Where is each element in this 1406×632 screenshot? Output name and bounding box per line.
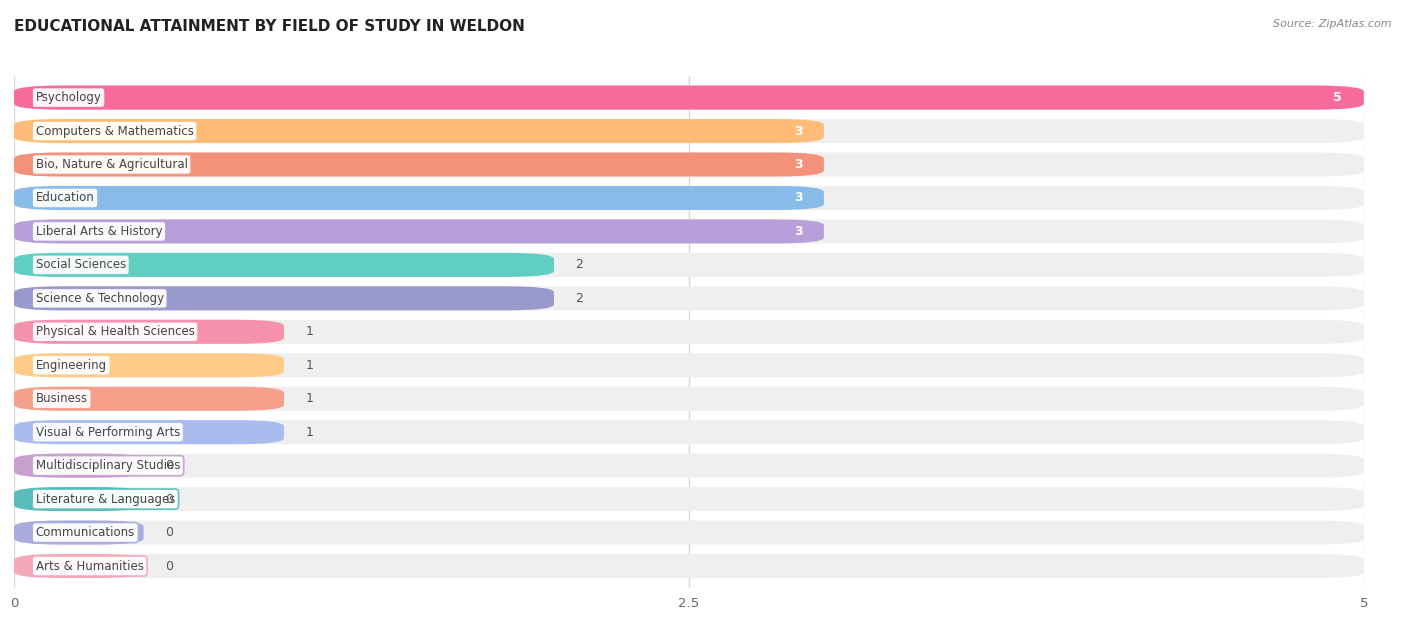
Text: Liberal Arts & History: Liberal Arts & History — [35, 225, 162, 238]
FancyBboxPatch shape — [14, 219, 1364, 243]
FancyBboxPatch shape — [14, 253, 554, 277]
FancyBboxPatch shape — [14, 353, 284, 377]
FancyBboxPatch shape — [14, 152, 1364, 176]
Text: Literature & Languages: Literature & Languages — [35, 492, 174, 506]
Text: Engineering: Engineering — [35, 359, 107, 372]
Text: 0: 0 — [166, 559, 173, 573]
Text: 0: 0 — [166, 459, 173, 472]
FancyBboxPatch shape — [14, 420, 1364, 444]
Text: Communications: Communications — [35, 526, 135, 539]
FancyBboxPatch shape — [14, 320, 1364, 344]
FancyBboxPatch shape — [14, 454, 1364, 478]
Text: 2: 2 — [575, 258, 583, 271]
Text: Bio, Nature & Agricultural: Bio, Nature & Agricultural — [35, 158, 187, 171]
Text: 1: 1 — [305, 426, 314, 439]
FancyBboxPatch shape — [14, 420, 284, 444]
FancyBboxPatch shape — [14, 119, 1364, 143]
Text: Source: ZipAtlas.com: Source: ZipAtlas.com — [1274, 19, 1392, 29]
Text: Psychology: Psychology — [35, 91, 101, 104]
Text: EDUCATIONAL ATTAINMENT BY FIELD OF STUDY IN WELDON: EDUCATIONAL ATTAINMENT BY FIELD OF STUDY… — [14, 19, 524, 34]
Text: 3: 3 — [794, 191, 803, 205]
FancyBboxPatch shape — [14, 186, 824, 210]
FancyBboxPatch shape — [14, 286, 1364, 310]
Text: Computers & Mathematics: Computers & Mathematics — [35, 125, 194, 138]
Text: Education: Education — [35, 191, 94, 205]
Text: Multidisciplinary Studies: Multidisciplinary Studies — [35, 459, 180, 472]
FancyBboxPatch shape — [14, 219, 824, 243]
Text: 0: 0 — [166, 492, 173, 506]
FancyBboxPatch shape — [14, 152, 824, 176]
FancyBboxPatch shape — [14, 253, 1364, 277]
Text: 0: 0 — [166, 526, 173, 539]
FancyBboxPatch shape — [14, 119, 824, 143]
FancyBboxPatch shape — [14, 186, 1364, 210]
Text: 1: 1 — [305, 392, 314, 405]
Text: Social Sciences: Social Sciences — [35, 258, 127, 271]
Text: 3: 3 — [794, 158, 803, 171]
FancyBboxPatch shape — [14, 554, 1364, 578]
FancyBboxPatch shape — [14, 286, 554, 310]
FancyBboxPatch shape — [14, 353, 1364, 377]
Text: 1: 1 — [305, 325, 314, 338]
FancyBboxPatch shape — [14, 454, 143, 478]
Text: 3: 3 — [794, 125, 803, 138]
Text: Business: Business — [35, 392, 87, 405]
Text: Physical & Health Sciences: Physical & Health Sciences — [35, 325, 194, 338]
Text: 5: 5 — [1333, 91, 1343, 104]
Text: 2: 2 — [575, 292, 583, 305]
FancyBboxPatch shape — [14, 521, 143, 545]
Text: 1: 1 — [305, 359, 314, 372]
FancyBboxPatch shape — [14, 85, 1364, 109]
FancyBboxPatch shape — [14, 487, 143, 511]
FancyBboxPatch shape — [14, 320, 284, 344]
FancyBboxPatch shape — [14, 487, 1364, 511]
FancyBboxPatch shape — [14, 85, 1364, 109]
Text: Arts & Humanities: Arts & Humanities — [35, 559, 143, 573]
Text: 3: 3 — [794, 225, 803, 238]
FancyBboxPatch shape — [14, 521, 1364, 545]
Text: Visual & Performing Arts: Visual & Performing Arts — [35, 426, 180, 439]
FancyBboxPatch shape — [14, 554, 143, 578]
FancyBboxPatch shape — [14, 387, 284, 411]
FancyBboxPatch shape — [14, 387, 1364, 411]
Text: Science & Technology: Science & Technology — [35, 292, 163, 305]
